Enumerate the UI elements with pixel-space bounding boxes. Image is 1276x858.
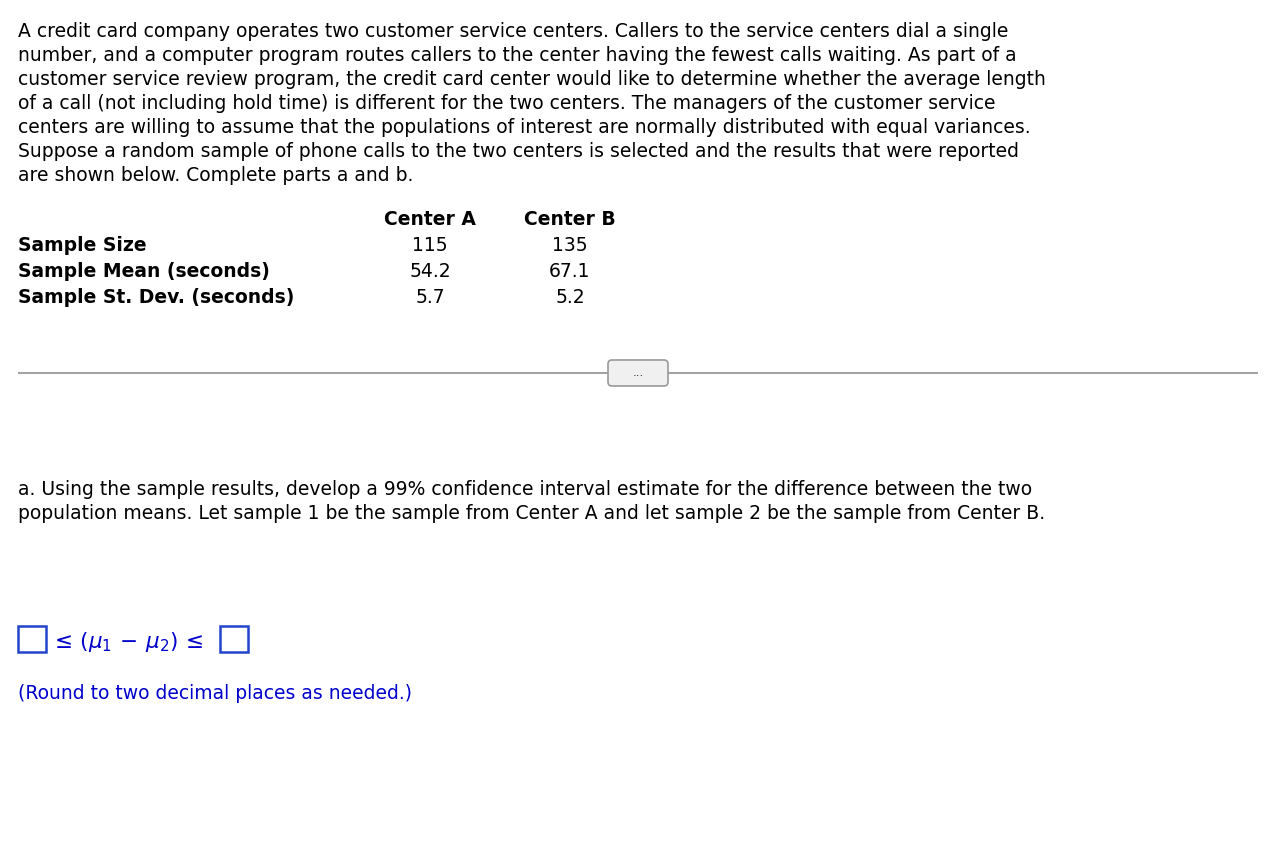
Text: Sample Size: Sample Size	[18, 236, 147, 255]
Text: are shown below. Complete parts a and b.: are shown below. Complete parts a and b.	[18, 166, 413, 185]
Text: Center B: Center B	[524, 210, 616, 229]
Text: 135: 135	[553, 236, 588, 255]
Text: Sample St. Dev. (seconds): Sample St. Dev. (seconds)	[18, 288, 295, 307]
FancyBboxPatch shape	[607, 360, 669, 386]
Text: of a call (not including hold time) is different for the two centers. The manage: of a call (not including hold time) is d…	[18, 94, 995, 113]
Text: population means. Let sample 1 be the sample from Center A and let sample 2 be t: population means. Let sample 1 be the sa…	[18, 504, 1045, 523]
Text: Suppose a random sample of phone calls to the two centers is selected and the re: Suppose a random sample of phone calls t…	[18, 142, 1020, 161]
Text: A credit card company operates two customer service centers. Callers to the serv: A credit card company operates two custo…	[18, 22, 1008, 41]
Text: 115: 115	[412, 236, 448, 255]
Text: $\leq\,(\mu_1\,-\,\mu_2)\,\leq$: $\leq\,(\mu_1\,-\,\mu_2)\,\leq$	[50, 630, 203, 654]
Bar	[18, 626, 46, 652]
Text: (Round to two decimal places as needed.): (Round to two decimal places as needed.)	[18, 684, 412, 703]
Text: ...: ...	[633, 366, 643, 379]
Text: 54.2: 54.2	[410, 262, 450, 281]
Text: 5.2: 5.2	[555, 288, 584, 307]
Text: number, and a computer program routes callers to the center having the fewest ca: number, and a computer program routes ca…	[18, 46, 1017, 65]
Text: centers are willing to assume that the populations of interest are normally dist: centers are willing to assume that the p…	[18, 118, 1031, 137]
Bar	[219, 626, 248, 652]
Text: 67.1: 67.1	[549, 262, 591, 281]
Text: a. Using the sample results, develop a 99% confidence interval estimate for the : a. Using the sample results, develop a 9…	[18, 480, 1032, 499]
Text: Center A: Center A	[384, 210, 476, 229]
Text: Sample Mean (seconds): Sample Mean (seconds)	[18, 262, 271, 281]
Text: customer service review program, the credit card center would like to determine : customer service review program, the cre…	[18, 70, 1046, 89]
Text: 5.7: 5.7	[415, 288, 445, 307]
